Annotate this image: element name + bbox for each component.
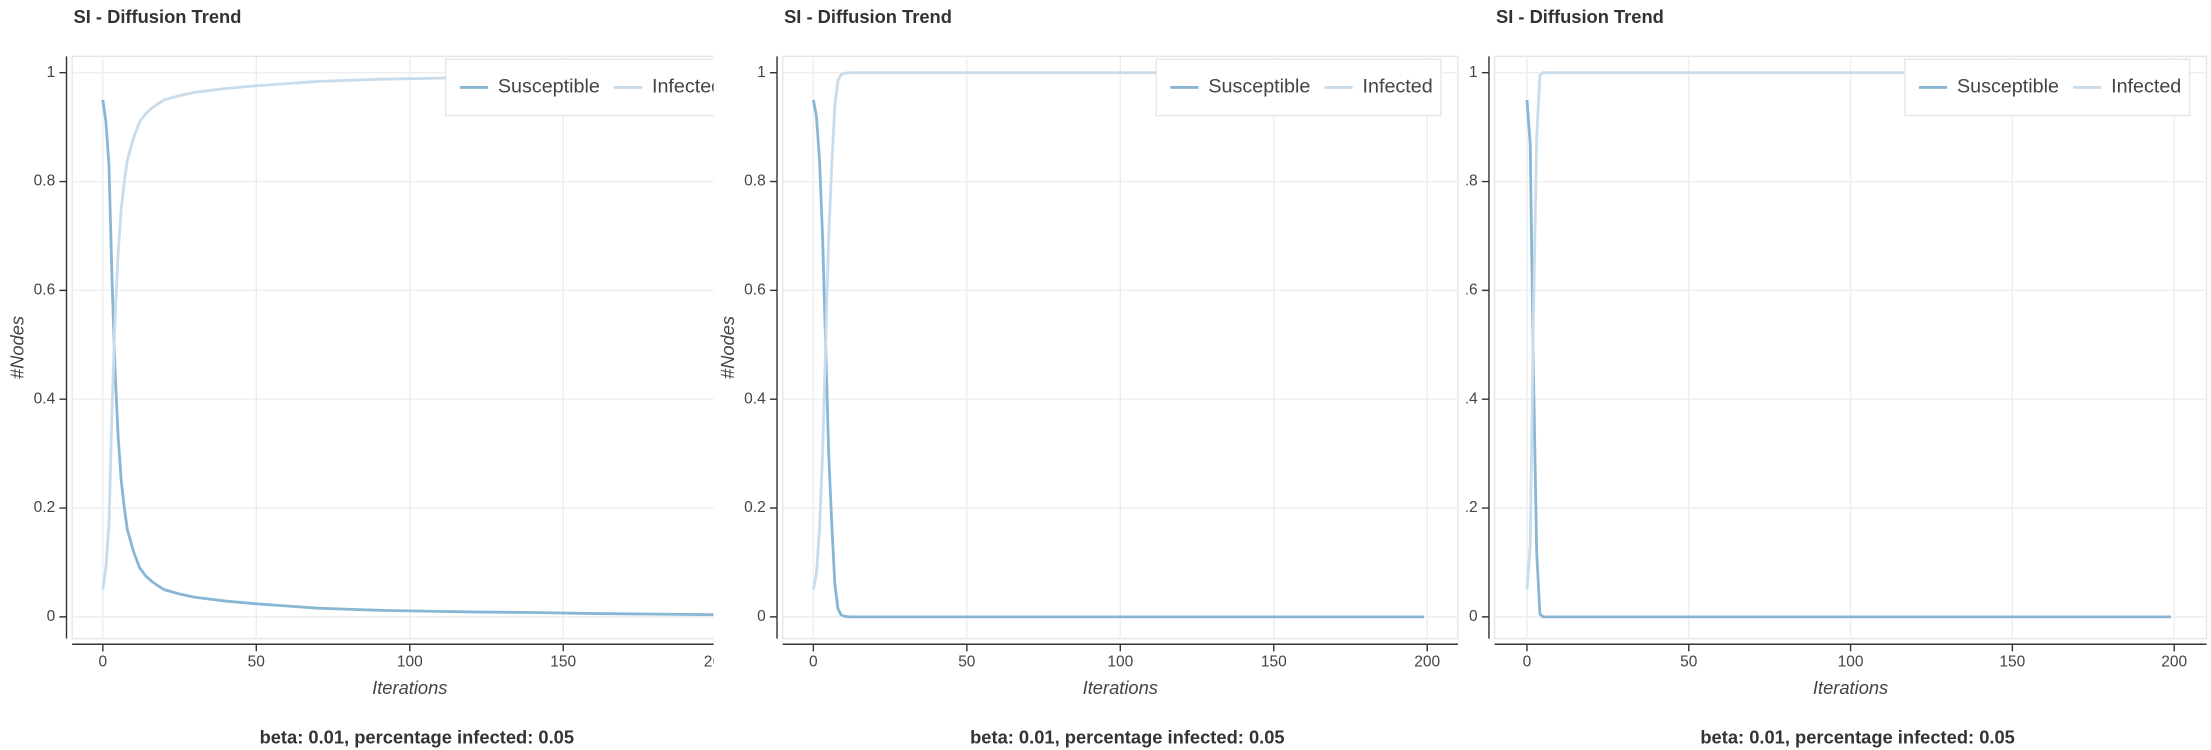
x-tick-label: 200 [2161, 654, 2187, 671]
y-tick-label: 1 [1469, 64, 1478, 81]
series-line [1525, 71, 2171, 590]
panel: SI - Diffusion Trend 0 0.2 0.4 0.6 0.8 1 0 50 100… [717, 6, 1459, 748]
y-axis-label: #Nodes [717, 316, 738, 379]
legend-label: Infected [1363, 76, 1433, 98]
series-line [811, 71, 1425, 590]
x-tick-label: 50 [1680, 654, 1698, 671]
legend-box [445, 58, 714, 117]
y-tick-label: 0.4 [1456, 390, 1478, 407]
y-axis-label: #Nodes [1429, 316, 1450, 379]
panel: SI - Diffusion Trend 0 0.2 0.4 0.6 0.8 1 0 50 100… [6, 6, 730, 748]
caption: beta: 0.01, percentage infected: 0.05 [970, 727, 1284, 748]
x-axis-label: Iterations [1083, 677, 1158, 698]
y-tick-label: 0.8 [34, 173, 56, 190]
chart-title: SI - Diffusion Trend [784, 6, 952, 27]
x-tick-label: 100 [1838, 654, 1864, 671]
x-tick-label: 200 [704, 654, 730, 671]
x-tick-label: 100 [397, 654, 423, 671]
legend-box [1904, 58, 2191, 117]
series-line [811, 99, 1425, 619]
x-tick-label: 0 [99, 654, 108, 671]
x-tick-label: 50 [958, 654, 976, 671]
legend-label: Susceptible [498, 76, 600, 98]
x-tick-label: 50 [248, 654, 266, 671]
y-tick-label: 0.6 [744, 281, 766, 298]
y-tick-label: 0.4 [744, 390, 766, 407]
y-tick-label: 0.8 [744, 173, 766, 190]
y-tick-label: 0.2 [744, 499, 766, 516]
x-tick-label: 0 [809, 654, 818, 671]
y-tick-label: 0.2 [1456, 499, 1478, 516]
series-line [101, 99, 714, 617]
legend-label: Susceptible [1208, 76, 1310, 98]
y-tick-label: 0.4 [34, 390, 56, 407]
x-tick-label: 150 [1999, 654, 2025, 671]
x-tick-label: 200 [1414, 654, 1440, 671]
legend-label: Susceptible [1957, 76, 2059, 98]
chart-title: SI - Diffusion Trend [74, 6, 242, 27]
y-axis-label: #Nodes [6, 316, 27, 379]
caption: beta: 0.01, percentage infected: 0.05 [260, 727, 575, 748]
y-tick-label: 1 [47, 64, 56, 81]
legend-box [1155, 58, 1442, 117]
y-tick-label: 0.2 [34, 499, 56, 516]
y-tick-label: 0 [757, 608, 766, 625]
legend-label: Infected [652, 76, 722, 98]
panel: SI - Diffusion Trend 0 0.2 0.4 0.6 0.8 1 0 50 100… [1429, 6, 2208, 748]
x-axis-label: Iterations [1813, 677, 1888, 698]
x-tick-label: 150 [1261, 654, 1287, 671]
y-tick-label: 0.6 [1456, 281, 1478, 298]
y-tick-label: 0.6 [34, 281, 56, 298]
y-tick-label: 0.8 [1456, 173, 1478, 190]
chart-title: SI - Diffusion Trend [1496, 6, 1664, 27]
series-line [1525, 99, 2171, 619]
y-tick-label: 1 [757, 64, 766, 81]
x-tick-label: 150 [550, 654, 576, 671]
y-tick-label: 0 [47, 608, 56, 625]
series-line [101, 73, 714, 590]
y-tick-label: 0 [1469, 608, 1478, 625]
x-tick-label: 0 [1523, 654, 1532, 671]
x-axis-label: Iterations [372, 677, 447, 698]
legend-label: Infected [2111, 76, 2181, 98]
caption: beta: 0.01, percentage infected: 0.05 [1700, 727, 2015, 748]
x-tick-label: 100 [1107, 654, 1133, 671]
